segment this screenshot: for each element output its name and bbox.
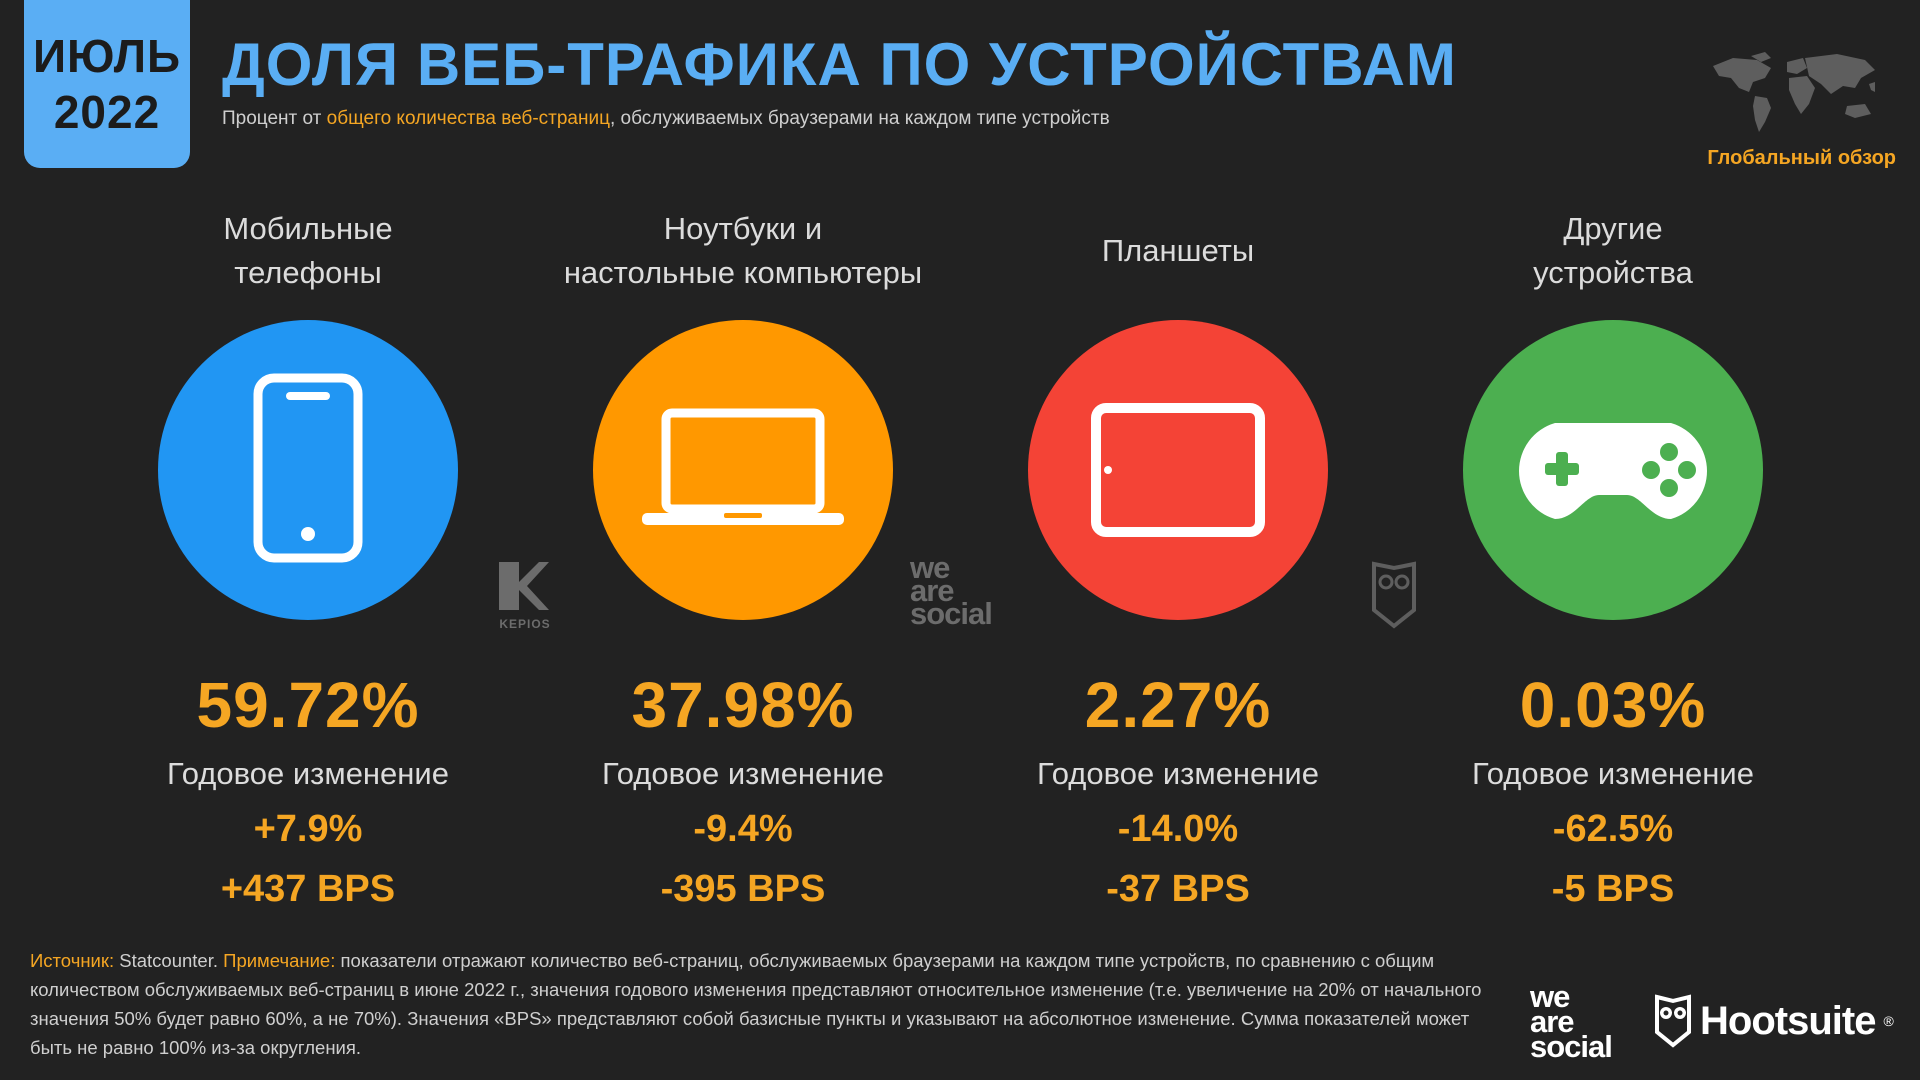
change-bps: +437 BPS (220, 868, 396, 910)
watermark-are: are (910, 573, 955, 608)
footnote: Источник: Statcounter. Примечание: показ… (30, 946, 1500, 1062)
watermark-social: social (910, 596, 993, 631)
subtitle-before: Процент от (222, 108, 327, 129)
hootsuite-logo: Hootsuite ® (1654, 994, 1894, 1048)
change-label: Годовое изменение (602, 756, 884, 791)
change-bps: -37 BPS (1106, 868, 1250, 910)
mobile-phone-icon (253, 373, 363, 563)
device-label: Планшеты (1101, 233, 1255, 268)
hootsuite-owl-icon (1655, 994, 1691, 1048)
change-label: Годовое изменение (1037, 756, 1319, 791)
logo-we: we (1530, 979, 1570, 1014)
we-are-social-logo: we are social (1530, 979, 1613, 1064)
note-text: показатели отражают количество веб-стран… (30, 950, 1482, 1058)
hootsuite-text: Hootsuite (1700, 998, 1876, 1043)
change-percent: -62.5% (1552, 808, 1674, 850)
subtitle-after: , обслуживаемых браузерами на каждом тип… (609, 108, 1110, 129)
device-label: Ноутбуки и настольные компьютеры (563, 211, 923, 290)
laptop-icon (642, 408, 844, 525)
world-map-icon (1713, 52, 1875, 132)
badge-month: ИЮЛЬ (32, 30, 182, 82)
registered-mark: ® (1883, 1013, 1894, 1029)
source-label: Источник: (30, 950, 115, 971)
subtitle-highlight: общего количества веб-страниц (326, 108, 610, 129)
change-bps: -395 BPS (660, 868, 826, 910)
logo-social: social (1530, 1029, 1613, 1064)
logo-are: are (1530, 1004, 1575, 1039)
badge-year: 2022 (53, 86, 161, 138)
page-subtitle: Процент от общего количества веб-страниц… (222, 108, 1110, 130)
change-percent: -9.4% (693, 808, 793, 850)
share-value: 2.27% (1084, 669, 1272, 741)
hootsuite-owl-watermark-icon (1372, 561, 1416, 629)
device-circle (593, 320, 893, 620)
we-are-social-watermark: we are social (910, 550, 993, 631)
device-circle (158, 320, 458, 620)
date-badge: ИЮЛЬ 2022 (24, 0, 190, 168)
kepios-watermark: KEPIOS (497, 560, 553, 631)
kepios-logo-icon (499, 562, 549, 610)
device-circle (1028, 320, 1328, 620)
share-value: 0.03% (1519, 669, 1707, 741)
change-label: Годовое изменение (167, 756, 449, 791)
gamepad-icon (1519, 423, 1707, 519)
change-percent: -14.0% (1117, 808, 1239, 850)
watermark-we: we (910, 550, 950, 585)
share-value: 37.98% (631, 669, 855, 741)
tablet-icon (1091, 403, 1265, 537)
device-circle (1463, 320, 1763, 620)
change-label: Годовое изменение (1472, 756, 1754, 791)
device-label: Другие устройства (1533, 211, 1693, 290)
share-value: 59.72% (196, 669, 420, 741)
note-label: Примечание: (223, 950, 336, 971)
source-text: Statcounter. (114, 950, 224, 971)
device-label: Мобильные телефоны (223, 211, 393, 290)
global-overview-label: Глобальный обзор (1707, 147, 1896, 169)
change-bps: -5 BPS (1551, 868, 1675, 910)
page-title: ДОЛЯ ВЕБ-ТРАФИКА ПО УСТРОЙСТВАМ (222, 31, 1457, 98)
kepios-text: KEPIOS (499, 617, 551, 631)
change-percent: +7.9% (253, 808, 363, 850)
